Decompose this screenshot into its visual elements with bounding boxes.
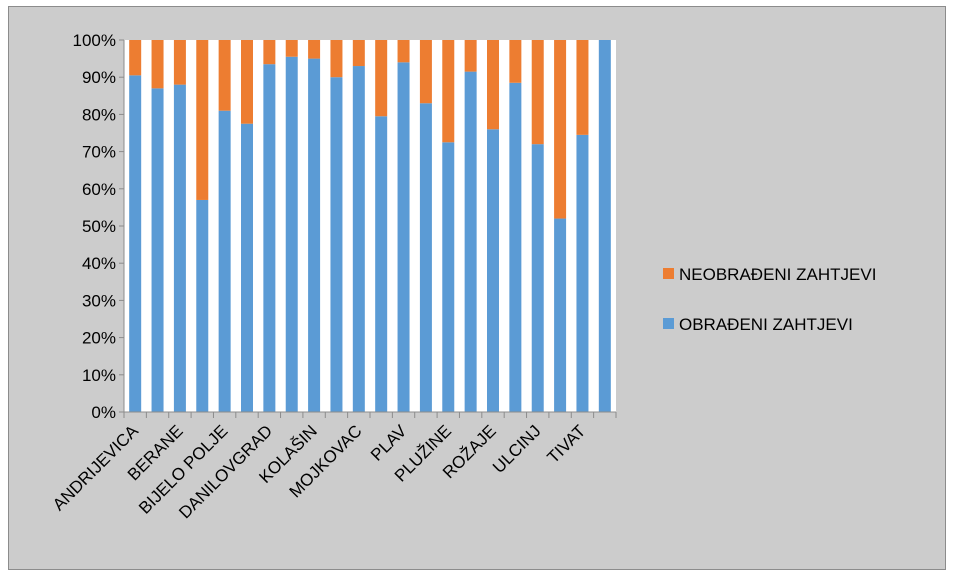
x-tick-label: ULCINJ (489, 421, 545, 477)
y-tick-label: 80% (82, 105, 116, 124)
bar-neobradeni-2 (173, 40, 186, 85)
bar-neobradeni-15 (464, 40, 477, 72)
bar-obradeni-9 (330, 77, 343, 412)
bar-obradeni-8 (308, 58, 321, 412)
y-tick-label: 0% (91, 403, 116, 422)
bar-neobradeni-8 (308, 40, 321, 59)
legend-label: OBRAĐENI ZAHTJEVI (679, 315, 853, 334)
bar-obradeni-1 (151, 88, 164, 413)
bar-obradeni-15 (464, 71, 477, 413)
bar-obradeni-18 (531, 144, 544, 412)
bar-obradeni-10 (352, 66, 365, 412)
bar-neobradeni-10 (352, 40, 365, 67)
y-tick-label: 60% (82, 180, 116, 199)
bar-obradeni-14 (442, 142, 455, 413)
bar-neobradeni-12 (397, 40, 410, 63)
bar-neobradeni-1 (151, 40, 164, 89)
bar-obradeni-3 (196, 199, 209, 412)
bar-obradeni-11 (375, 116, 388, 412)
y-tick-label: 70% (82, 143, 116, 162)
bar-neobradeni-9 (330, 40, 343, 78)
plot-area: 0%10%20%30%40%50%60%70%80%90%100%ANDRIJE… (49, 31, 617, 522)
bar-neobradeni-4 (218, 40, 231, 111)
bar-obradeni-6 (263, 64, 276, 413)
bar-obradeni-16 (487, 129, 499, 412)
y-tick-label: 40% (82, 254, 116, 273)
y-tick-label: 90% (82, 68, 116, 87)
y-tick-label: 50% (82, 217, 116, 236)
bar-obradeni-0 (129, 75, 142, 412)
bar-neobradeni-0 (129, 40, 142, 76)
bar-neobradeni-11 (375, 40, 388, 117)
bar-neobradeni-14 (442, 40, 455, 143)
bar-neobradeni-13 (419, 40, 432, 104)
bar-neobradeni-18 (531, 40, 544, 145)
bar-neobradeni-3 (196, 40, 209, 200)
bar-obradeni-7 (285, 56, 298, 413)
bar-neobradeni-16 (487, 40, 499, 130)
bar-obradeni-2 (173, 84, 186, 412)
bar-obradeni-5 (241, 123, 253, 412)
bar-neobradeni-17 (509, 40, 522, 83)
y-tick-label: 10% (82, 366, 116, 385)
bar-obradeni-21 (598, 40, 611, 412)
bar-neobradeni-20 (576, 40, 589, 135)
x-tick-label: TIVAT (544, 421, 590, 467)
bar-neobradeni-19 (554, 40, 567, 219)
bar-neobradeni-7 (285, 40, 298, 57)
bar-obradeni-13 (419, 103, 432, 413)
bar-neobradeni-6 (263, 40, 276, 65)
y-tick-label: 30% (82, 291, 116, 310)
bar-neobradeni-5 (241, 40, 253, 124)
y-tick-label: 100% (73, 31, 116, 50)
legend-label: NEOBRAĐENI ZAHTJEVI (679, 265, 876, 284)
legend-swatch (663, 318, 674, 329)
bar-obradeni-19 (554, 218, 567, 412)
legend: NEOBRAĐENI ZAHTJEVI OBRAĐENI ZAHTJEVI (663, 265, 876, 334)
y-tick-label: 20% (82, 329, 116, 348)
bar-obradeni-20 (576, 134, 589, 413)
bar-obradeni-12 (397, 62, 410, 412)
bar-obradeni-4 (218, 110, 231, 413)
bar-obradeni-17 (509, 82, 522, 412)
legend-swatch (663, 268, 674, 279)
